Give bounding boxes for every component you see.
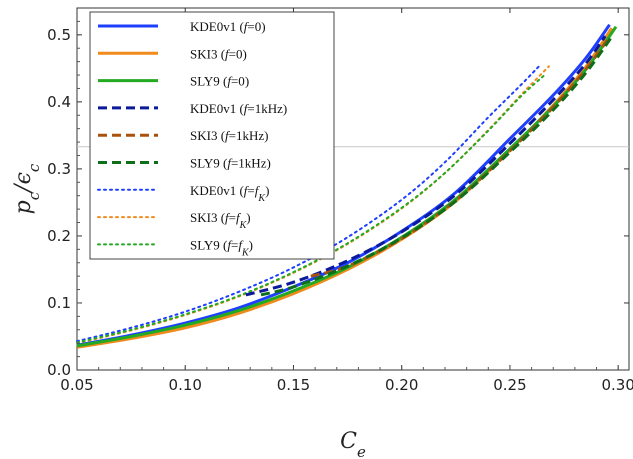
- legend-label: SKI3 (f=fK): [190, 210, 251, 231]
- y-tick-label: 0.5: [47, 26, 71, 44]
- y-axis-label: pc/ϵc: [11, 163, 43, 214]
- series-line-sly9-dotted: [76, 74, 546, 344]
- x-tick-label: 0.30: [601, 376, 633, 394]
- y-tick-label: 0.4: [47, 93, 71, 111]
- legend-label: SLY9 (f=fK): [190, 237, 253, 258]
- legend-label: SLY9 (f=0): [190, 74, 249, 89]
- x-axis: 0.05 0.10 0.15 0.20 0.25 0.30: [60, 8, 633, 394]
- series-line-ski3-dashed: [310, 39, 609, 278]
- x-tick-label: 0.20: [385, 376, 418, 394]
- x-axis-label: Ce: [340, 429, 366, 459]
- legend-label: KDE0v1 (f=1kHz): [190, 101, 287, 116]
- x-tick-label: 0.10: [169, 376, 202, 394]
- series-line-sly9-dashed: [260, 35, 613, 297]
- legend-label: SKI3 (f=1kHz): [190, 128, 269, 143]
- series-layer: [76, 23, 618, 349]
- x-tick-label: 0.05: [60, 376, 93, 394]
- y-tick-label: 0.3: [47, 160, 71, 178]
- y-tick-label: 0.0: [47, 361, 71, 379]
- legend-label: KDE0v1 (f=fK): [190, 183, 269, 204]
- y-tick-label: 0.2: [47, 227, 71, 245]
- y-axis: 0.0 0.1 0.2 0.3 0.4 0.5: [47, 20, 629, 379]
- legend-label: SLY9 (f=1kHz): [190, 156, 271, 171]
- legend-label: KDE0v1 (f=0): [190, 19, 266, 34]
- y-tick-label: 0.1: [47, 294, 71, 312]
- series-line-kde0v1-dotted: [76, 63, 542, 343]
- plot-frame: [76, 7, 630, 371]
- x-tick-label: 0.15: [277, 376, 310, 394]
- legend: KDE0v1 (f=0) SKI3 (f=0) SLY9 (f=0) KDE0v1 (…: [89, 11, 335, 260]
- legend-label: SKI3 (f=0): [190, 46, 247, 61]
- x-tick-label: 0.25: [493, 376, 526, 394]
